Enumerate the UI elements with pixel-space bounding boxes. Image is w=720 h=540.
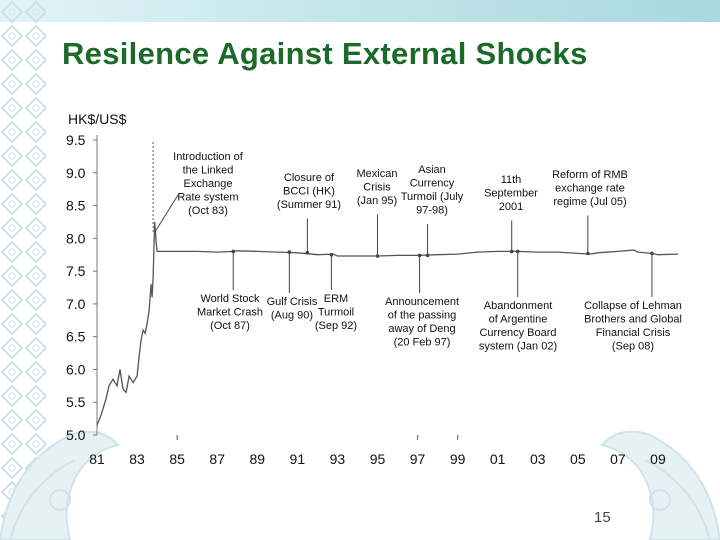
x-tick-label: 05 bbox=[570, 451, 586, 467]
x-tick-label: 85 bbox=[169, 451, 185, 467]
event-annotation-line: (Oct 83) bbox=[188, 205, 228, 217]
x-tick-label: 83 bbox=[129, 451, 145, 467]
event-annotation-line: exchange rate bbox=[555, 183, 625, 195]
event-annotation: 11th September 2001 bbox=[484, 174, 538, 213]
annotation-point bbox=[586, 251, 590, 256]
event-annotation-line: (20 Feb 97) bbox=[394, 337, 451, 349]
event-annotation-line: regime (Jul 05) bbox=[553, 196, 626, 208]
x-tick-label: 91 bbox=[290, 451, 306, 467]
event-annotation-line: (Jan 95) bbox=[357, 195, 397, 207]
annotation-point bbox=[425, 253, 430, 258]
annotation-point bbox=[231, 249, 236, 254]
event-annotation-line: BCCI (HK) bbox=[283, 186, 335, 198]
x-tick-label: 95 bbox=[370, 451, 386, 467]
slide-title: Resilence Against External Shocks bbox=[62, 36, 588, 71]
annotation-point bbox=[329, 252, 334, 257]
event-annotation-line: Turmoil (July bbox=[401, 191, 464, 203]
y-axis-label: HK$/US$ bbox=[68, 111, 127, 127]
event-annotation-line: Market Crash bbox=[197, 307, 263, 319]
event-annotation-line: of Argentine bbox=[489, 314, 548, 326]
y-tick-label: 5.0 bbox=[66, 427, 86, 443]
event-annotation-line: Rate system bbox=[177, 192, 238, 204]
event-annotation-line: Gulf Crisis bbox=[267, 296, 318, 308]
bottom-right-ornament bbox=[600, 430, 720, 540]
event-annotation-line: Collapse of Lehman bbox=[584, 300, 682, 312]
event-annotation: Introduction of the Linked Exchange Rate sy… bbox=[173, 151, 244, 217]
event-annotation-line: the Linked bbox=[183, 165, 234, 177]
event-annotation-line: Abandonment bbox=[484, 300, 553, 312]
event-annotation-line: Reform of RMB bbox=[552, 169, 628, 181]
event-annotation: Collapse of Lehman Brothers and Global Fin… bbox=[584, 300, 682, 353]
event-annotation: ERM Turmoil (Sep 92) bbox=[315, 293, 357, 332]
event-annotation-line: (Summer 91) bbox=[277, 199, 341, 211]
x-tick-label: 03 bbox=[530, 451, 546, 467]
event-annotation-line: Financial Crisis bbox=[596, 327, 671, 339]
annotation-point bbox=[515, 249, 520, 254]
event-annotation-line: Closure of bbox=[284, 172, 335, 184]
event-annotation-line: 11th bbox=[501, 174, 522, 186]
x-tick-label: 99 bbox=[450, 451, 466, 467]
event-annotation-line: Mexican bbox=[357, 168, 398, 180]
annotation-point bbox=[650, 251, 654, 256]
event-annotation-line: 2001 bbox=[499, 201, 523, 213]
y-tick-label: 6.0 bbox=[66, 361, 86, 377]
y-tick-label: 6.5 bbox=[66, 329, 86, 345]
event-annotation-line: Turmoil bbox=[318, 307, 354, 319]
event-annotation-line: Currency bbox=[410, 178, 455, 190]
y-tick-label: 8.5 bbox=[66, 198, 86, 214]
annotation-point bbox=[509, 249, 514, 254]
event-annotation-line: Exchange bbox=[184, 178, 233, 190]
y-tick-label: 7.5 bbox=[66, 263, 86, 279]
event-annotation-line: Introduction of bbox=[173, 151, 244, 163]
event-annotation-line: Currency Board bbox=[479, 327, 556, 339]
x-tick-label: 89 bbox=[249, 451, 265, 467]
y-tick-label: 9.0 bbox=[66, 165, 86, 181]
event-annotation: Gulf Crisis (Aug 90) bbox=[267, 296, 318, 322]
event-annotation: Mexican Crisis (Jan 95) bbox=[357, 168, 398, 207]
event-annotation-line: (Sep 92) bbox=[315, 320, 357, 332]
x-tick-label: 93 bbox=[330, 451, 346, 467]
annotation-connector bbox=[154, 194, 179, 233]
event-annotation-line: World Stock bbox=[200, 293, 260, 305]
y-tick-label: 7.0 bbox=[66, 296, 86, 312]
bottom-left-ornament bbox=[0, 430, 120, 540]
event-annotation: World Stock Market Crash (Oct 87) bbox=[197, 293, 263, 332]
annotation-point bbox=[287, 250, 292, 254]
x-tick-label: 97 bbox=[410, 451, 426, 467]
exchange-rate-series-line bbox=[96, 221, 679, 426]
header-band bbox=[0, 0, 720, 22]
x-tick-label: 07 bbox=[610, 451, 626, 467]
event-annotation-line: ERM bbox=[324, 293, 348, 305]
left-ornament bbox=[0, 0, 46, 540]
event-annotation-line: system (Jan 02) bbox=[479, 341, 557, 353]
event-annotation-line: September bbox=[484, 188, 538, 200]
event-annotation-line: Asian bbox=[418, 164, 446, 176]
y-tick-label: 5.5 bbox=[66, 394, 86, 410]
event-annotation: Reform of RMB exchange rate regime (Jul 05… bbox=[552, 169, 628, 208]
event-annotation: Abandonment of Argentine Currency Board sys… bbox=[479, 300, 557, 353]
event-annotation-line: away of Deng bbox=[388, 323, 455, 335]
x-tick-label: 01 bbox=[490, 451, 506, 467]
event-annotation-line: (Oct 87) bbox=[210, 320, 250, 332]
annotation-point bbox=[375, 254, 380, 258]
event-annotation: Closure of BCCI (HK) (Summer 91) bbox=[277, 172, 341, 211]
y-tick-label: 9.5 bbox=[66, 132, 86, 148]
x-tick-label: 87 bbox=[209, 451, 225, 467]
annotation-point bbox=[305, 250, 310, 255]
annotation-point bbox=[417, 253, 422, 258]
event-annotation-line: 97-98) bbox=[416, 205, 448, 217]
page-number: 15 bbox=[594, 509, 611, 526]
event-annotation: Asian Currency Turmoil (July 97-98) bbox=[401, 164, 464, 217]
y-tick-label: 8.0 bbox=[66, 230, 86, 246]
event-annotation-line: Brothers and Global bbox=[584, 314, 682, 326]
x-tick-label: 81 bbox=[89, 451, 105, 467]
x-tick-label: 09 bbox=[650, 451, 666, 467]
event-annotation-line: Crisis bbox=[363, 182, 391, 194]
event-annotation-line: (Aug 90) bbox=[271, 310, 313, 322]
event-annotation: Announcement of the passing away of Deng (2… bbox=[385, 296, 459, 349]
event-annotation-line: (Sep 08) bbox=[612, 341, 654, 353]
event-annotation-line: Announcement bbox=[385, 296, 459, 308]
event-annotation-line: of the passing bbox=[388, 310, 457, 322]
